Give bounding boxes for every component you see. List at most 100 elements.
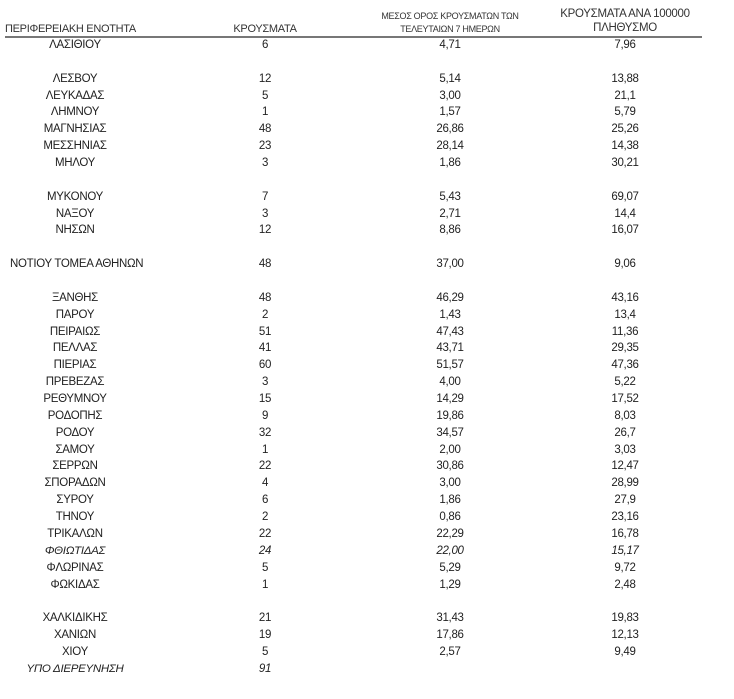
region-cell: ΝΑΞΟΥ bbox=[55, 207, 95, 220]
table-row: ΥΠΟ ΔΙΕΡΕΥΝΗΣΗ 91 bbox=[0, 662, 734, 679]
per-100k-cell: 7,96 bbox=[614, 39, 636, 51]
region-cell: ΡΟΔΟΠΗΣ bbox=[47, 409, 103, 422]
avg-7day-cell: 3,00 bbox=[439, 89, 461, 102]
region-cell: ΠΕΙΡΑΙΩΣ bbox=[49, 325, 101, 338]
per-100k-cell: 16,78 bbox=[611, 527, 639, 540]
header-line: ΤΕΛΕΥΤΑΙΩΝ 7 ΗΜΕΡΩΝ bbox=[400, 24, 500, 34]
column-header-cases: ΚΡΟΥΣΜΑΤΑ bbox=[233, 23, 297, 35]
region-cell: ΞΑΝΘΗΣ bbox=[51, 291, 98, 304]
table-row: ΣΕΡΡΩΝ 22 30,86 12,47 bbox=[0, 459, 734, 476]
header-line: ΚΡΟΥΣΜΑΤΑ ΑΝΑ 100000 bbox=[560, 8, 690, 20]
group-spacer bbox=[0, 173, 734, 190]
cases-cell: 15 bbox=[258, 393, 272, 406]
avg-7day-cell: 1,86 bbox=[439, 494, 461, 507]
avg-7day-cell: 3,00 bbox=[439, 477, 461, 490]
cases-cell: 48 bbox=[258, 258, 272, 271]
region-cell: ΠΙΕΡΙΑΣ bbox=[53, 359, 97, 372]
per-100k-cell: 9,06 bbox=[614, 258, 636, 271]
cases-cell: 4 bbox=[261, 477, 269, 490]
table-row: ΛΗΜΝΟΥ 1 1,57 5,79 bbox=[0, 105, 734, 122]
region-cell: ΛΗΜΝΟΥ bbox=[50, 106, 100, 119]
cases-cell: 24 bbox=[258, 544, 272, 557]
table-row: ΝΗΣΩΝ 12 8,86 16,07 bbox=[0, 223, 734, 240]
cases-cell: 1 bbox=[261, 106, 269, 119]
per-100k-cell: 14,38 bbox=[611, 140, 639, 153]
group-spacer bbox=[0, 274, 734, 291]
cases-cell: 2 bbox=[261, 511, 269, 524]
cases-cell: 5 bbox=[261, 645, 269, 658]
cases-cell: 23 bbox=[258, 140, 272, 153]
table-row: ΤΗΝΟΥ 2 0,86 23,16 bbox=[0, 510, 734, 527]
table-row: ΛΑΣΙΘΙΟΥ 6 4,71 7,96 bbox=[0, 38, 734, 55]
avg-7day-cell: 0,86 bbox=[439, 511, 461, 524]
region-cell: ΜΑΓΝΗΣΙΑΣ bbox=[43, 123, 107, 136]
table-row: ΣΠΟΡΑΔΩΝ 4 3,00 28,99 bbox=[0, 476, 734, 493]
per-100k-cell: 29,35 bbox=[611, 342, 639, 355]
cases-cell: 12 bbox=[258, 224, 272, 237]
region-cell: ΦΛΩΡΙΝΑΣ bbox=[46, 561, 104, 574]
region-cell: ΛΕΣΒΟΥ bbox=[52, 72, 98, 85]
avg-7day-cell: 1,86 bbox=[439, 157, 461, 170]
per-100k-cell: 14,4 bbox=[614, 207, 636, 220]
per-100k-cell: 11,36 bbox=[611, 325, 639, 338]
cases-cell: 1 bbox=[261, 443, 269, 456]
avg-7day-cell: 5,14 bbox=[439, 72, 461, 85]
region-cell: ΠΡΕΒΕΖΑΣ bbox=[45, 376, 105, 389]
avg-7day-cell: 1,57 bbox=[439, 106, 461, 119]
avg-7day-cell: 28,14 bbox=[436, 140, 464, 153]
table-row: ΤΡΙΚΑΛΩΝ 22 22,29 16,78 bbox=[0, 527, 734, 544]
cases-cell: 7 bbox=[261, 190, 269, 203]
region-cell: ΥΠΟ ΔΙΕΡΕΥΝΗΣΗ bbox=[26, 662, 124, 675]
cases-cell: 6 bbox=[261, 39, 269, 51]
region-cell: ΣΑΜΟΥ bbox=[55, 443, 95, 456]
per-100k-cell: 27,9 bbox=[614, 494, 636, 507]
avg-7day-cell: 22,29 bbox=[436, 527, 464, 540]
avg-7day-cell: 43,71 bbox=[436, 342, 464, 355]
region-cell: ΛΕΥΚΑΔΑΣ bbox=[45, 89, 105, 102]
column-header-region: ΠΕΡΙΦΕΡΕΙΑΚΗ ΕΝΟΤΗΤΑ bbox=[5, 23, 136, 35]
cases-cell: 2 bbox=[261, 308, 269, 321]
per-100k-cell: 13,4 bbox=[614, 308, 636, 321]
avg-7day-cell: 34,57 bbox=[436, 426, 464, 439]
table-row: ΦΩΚΙΔΑΣ 1 1,29 2,48 bbox=[0, 578, 734, 595]
region-cell: ΣΕΡΡΩΝ bbox=[52, 460, 98, 473]
table-row: ΠΕΛΛΑΣ 41 43,71 29,35 bbox=[0, 341, 734, 358]
table-row: ΛΕΥΚΑΔΑΣ 5 3,00 21,1 bbox=[0, 89, 734, 106]
cases-cell: 3 bbox=[261, 376, 269, 389]
cases-cell: 1 bbox=[261, 578, 269, 591]
avg-7day-cell: 1,29 bbox=[439, 578, 461, 591]
region-cell: ΠΕΛΛΑΣ bbox=[52, 342, 98, 355]
cases-cell: 21 bbox=[258, 612, 272, 625]
header-line: ΠΛΗΘΥΣΜΟ bbox=[593, 22, 657, 34]
per-100k-cell: 19,83 bbox=[611, 612, 639, 625]
per-100k-cell: 5,22 bbox=[614, 376, 636, 389]
table-row: ΧΙΟΥ 5 2,57 9,49 bbox=[0, 645, 734, 662]
table-row: ΦΘΙΩΤΙΔΑΣ 24 22,00 15,17 bbox=[0, 544, 734, 561]
table-row: ΜΑΓΝΗΣΙΑΣ 48 26,86 25,26 bbox=[0, 122, 734, 139]
avg-7day-cell: 37,00 bbox=[436, 258, 464, 271]
avg-7day-cell: 22,00 bbox=[436, 544, 464, 557]
per-100k-cell: 21,1 bbox=[614, 89, 636, 102]
cases-cell: 3 bbox=[261, 157, 269, 170]
per-100k-cell: 2,48 bbox=[614, 578, 636, 591]
table-row: ΜΕΣΣΗΝΙΑΣ 23 28,14 14,38 bbox=[0, 139, 734, 156]
group-spacer bbox=[0, 240, 734, 257]
table-row: ΝΑΞΟΥ 3 2,71 14,4 bbox=[0, 207, 734, 224]
table-row: ΜΥΚΟΝΟΥ 7 5,43 69,07 bbox=[0, 190, 734, 207]
avg-7day-cell: 14,29 bbox=[436, 393, 464, 406]
table-row: ΜΗΛΟΥ 3 1,86 30,21 bbox=[0, 156, 734, 173]
table-row: ΣΑΜΟΥ 1 2,00 3,03 bbox=[0, 443, 734, 460]
per-100k-cell: 3,03 bbox=[614, 443, 636, 456]
column-header-7day-average: ΜΕΣΟΣ ΟΡΟΣ ΚΡΟΥΣΜΑΤΩΝ ΤΩΝ ΤΕΛΕΥΤΑΙΩΝ 7 Η… bbox=[355, 10, 545, 36]
region-cell: ΛΑΣΙΘΙΟΥ bbox=[49, 39, 101, 51]
per-100k-cell: 23,16 bbox=[611, 511, 639, 524]
cases-cell: 48 bbox=[258, 291, 272, 304]
avg-7day-cell: 1,43 bbox=[439, 308, 461, 321]
per-100k-cell: 8,03 bbox=[614, 409, 636, 422]
avg-7day-cell: 30,86 bbox=[436, 460, 464, 473]
avg-7day-cell: 4,00 bbox=[439, 376, 461, 389]
avg-7day-cell: 51,57 bbox=[436, 359, 464, 372]
per-100k-cell: 17,52 bbox=[611, 393, 639, 406]
per-100k-cell: 12,13 bbox=[611, 629, 639, 642]
avg-7day-cell: 2,57 bbox=[439, 645, 461, 658]
